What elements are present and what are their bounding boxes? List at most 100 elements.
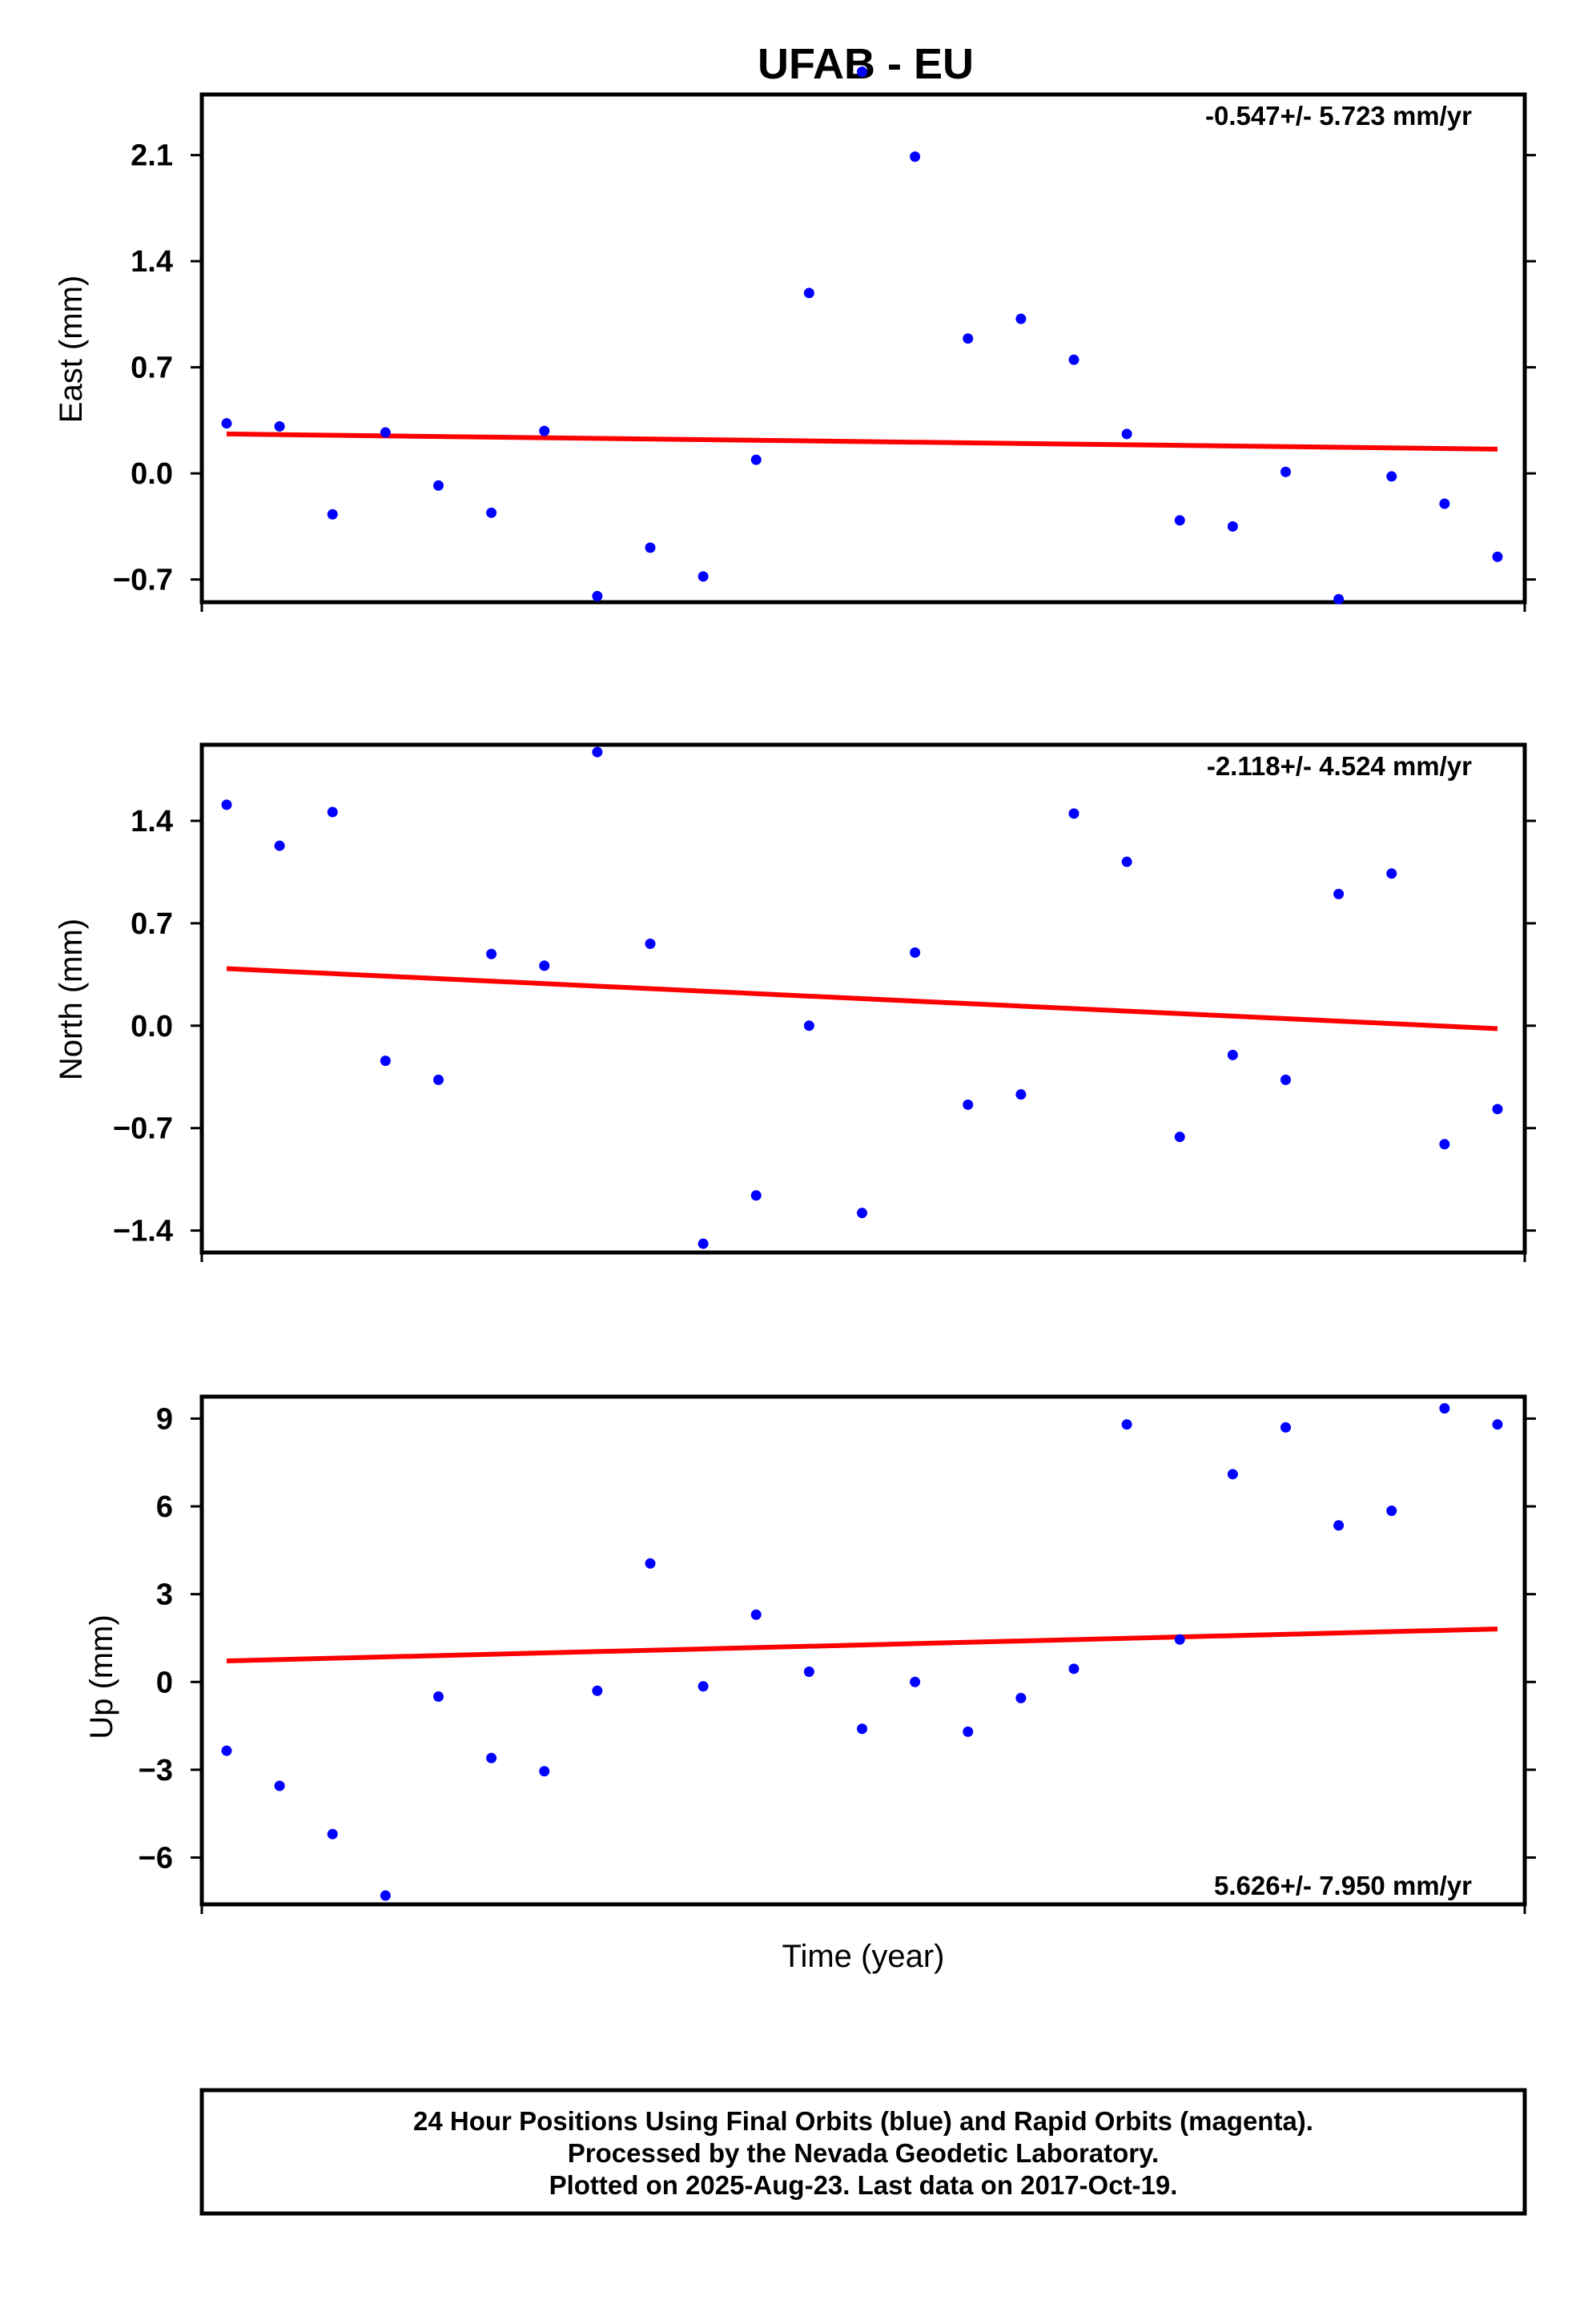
north-data-point [1015, 1089, 1027, 1100]
up-data-point [221, 1745, 232, 1756]
north-panel: -2.118+/- 4.524 mm/yr North (mm) −1.4 −0.… [54, 742, 1536, 1262]
north-data-point [1333, 888, 1345, 899]
east-data-point [1386, 471, 1397, 482]
north-data-point [1121, 856, 1132, 867]
up-data-point [539, 1766, 550, 1777]
up-data-point [1333, 1520, 1345, 1531]
up-ytick-label: 3 [156, 1578, 173, 1612]
north-data-point [1068, 808, 1079, 819]
up-y-axis-label: Up (mm) [84, 1614, 119, 1739]
north-trend-line [226, 966, 1498, 1031]
east-frame [199, 92, 1527, 605]
east-data-point [1015, 313, 1027, 324]
north-data-point [803, 1020, 814, 1031]
north-data-point [221, 799, 232, 810]
east-data-point [750, 454, 762, 465]
up-data-point [1439, 1403, 1450, 1414]
footer-line-2: Processed by the Nevada Geodetic Laborat… [568, 2138, 1159, 2168]
east-trend-line [226, 431, 1498, 452]
east-data-point [963, 333, 974, 344]
up-data-point [1280, 1421, 1291, 1433]
north-data-point [539, 960, 550, 971]
up-data-point [963, 1726, 974, 1737]
up-data-point [1227, 1469, 1238, 1480]
chart-title: UFAB - EU [758, 40, 974, 88]
east-ytick-label: 2.1 [131, 139, 173, 173]
north-data-point [380, 1055, 391, 1067]
north-data-point [486, 948, 497, 959]
north-data-point [698, 1238, 709, 1249]
east-data-point [327, 509, 338, 520]
east-data-point [380, 427, 391, 438]
up-data-point [750, 1609, 762, 1620]
east-rate-label: -0.547+/- 5.723 mm/yr [1205, 101, 1472, 131]
east-ytick-label: −0.7 [113, 564, 173, 597]
up-panel: 5.626+/- 7.950 mm/yr Up (mm) −6 −3 0 3 6 9 [84, 1394, 1536, 1914]
north-data-point [750, 1190, 762, 1201]
north-rate-label: -2.118+/- 4.524 mm/yr [1207, 751, 1472, 781]
up-data-point [645, 1558, 656, 1569]
up-trend-line [226, 1626, 1498, 1663]
up-data-point [486, 1752, 497, 1763]
north-data-point [433, 1074, 444, 1085]
east-ytick-label: 0.7 [131, 352, 173, 385]
east-y-axis-label: East (mm) [54, 275, 89, 423]
east-ytick-label: 1.4 [131, 245, 173, 279]
north-ytick-label: 0.0 [131, 1010, 173, 1043]
up-data-point [1015, 1692, 1027, 1703]
north-data-point [910, 947, 921, 958]
up-data-point [1386, 1506, 1397, 1517]
footer-line-1: 24 Hour Positions Using Final Orbits (bl… [413, 2106, 1313, 2136]
up-rate-label: 5.626+/- 7.950 mm/yr [1214, 1871, 1472, 1900]
up-ytick-label: −3 [139, 1754, 173, 1787]
up-ytick-label: −6 [139, 1842, 173, 1876]
north-data-point [592, 746, 603, 758]
up-data-point [592, 1685, 603, 1696]
up-frame [199, 1394, 1527, 1907]
east-data-point [698, 571, 709, 582]
north-data-point [1439, 1139, 1450, 1150]
east-data-point [433, 480, 444, 491]
east-data-point [486, 507, 497, 518]
east-data-point [274, 420, 285, 432]
north-data-point [1492, 1104, 1503, 1115]
north-ytick-label: −0.7 [113, 1112, 173, 1146]
up-data-point [1068, 1663, 1079, 1675]
north-data-point [857, 1208, 867, 1219]
north-data-point [963, 1099, 974, 1110]
up-data-point [433, 1691, 444, 1703]
up-data-point [327, 1828, 338, 1839]
east-data-point [221, 418, 232, 429]
up-data-point [1121, 1419, 1132, 1430]
east-data-point [857, 66, 867, 78]
north-data-point [1280, 1074, 1291, 1085]
east-data-point [1280, 466, 1291, 477]
east-data-point [803, 287, 814, 299]
north-data-point [645, 938, 656, 949]
north-ytick-label: 0.7 [131, 907, 173, 941]
north-data-point [327, 806, 338, 818]
north-data-point [1386, 868, 1397, 879]
north-data-point [1227, 1049, 1238, 1060]
east-data-point [1174, 515, 1185, 526]
north-y-axis-label: North (mm) [54, 919, 89, 1080]
up-data-point [910, 1676, 921, 1687]
up-data-point [803, 1666, 814, 1677]
east-data-point [592, 590, 603, 601]
east-data-point [1227, 521, 1238, 532]
up-ytick-label: 6 [156, 1490, 173, 1524]
east-data-point [1068, 354, 1079, 365]
footer-box: 24 Hour Positions Using Final Orbits (bl… [199, 2088, 1527, 2216]
north-data-point [274, 840, 285, 851]
x-axis-label: Time (year) [782, 1939, 945, 1974]
east-data-point [1439, 498, 1450, 509]
east-ytick-label: 0.0 [131, 457, 173, 491]
north-ytick-label: 1.4 [131, 805, 173, 838]
up-data-point [380, 1890, 391, 1901]
east-data-point [910, 151, 921, 163]
up-data-point [1174, 1634, 1185, 1645]
east-data-point [1492, 551, 1503, 562]
up-data-point [274, 1780, 285, 1791]
east-panel: -0.547+/- 5.723 mm/yr East (mm) −0.7 0.0 0… [54, 66, 1536, 612]
